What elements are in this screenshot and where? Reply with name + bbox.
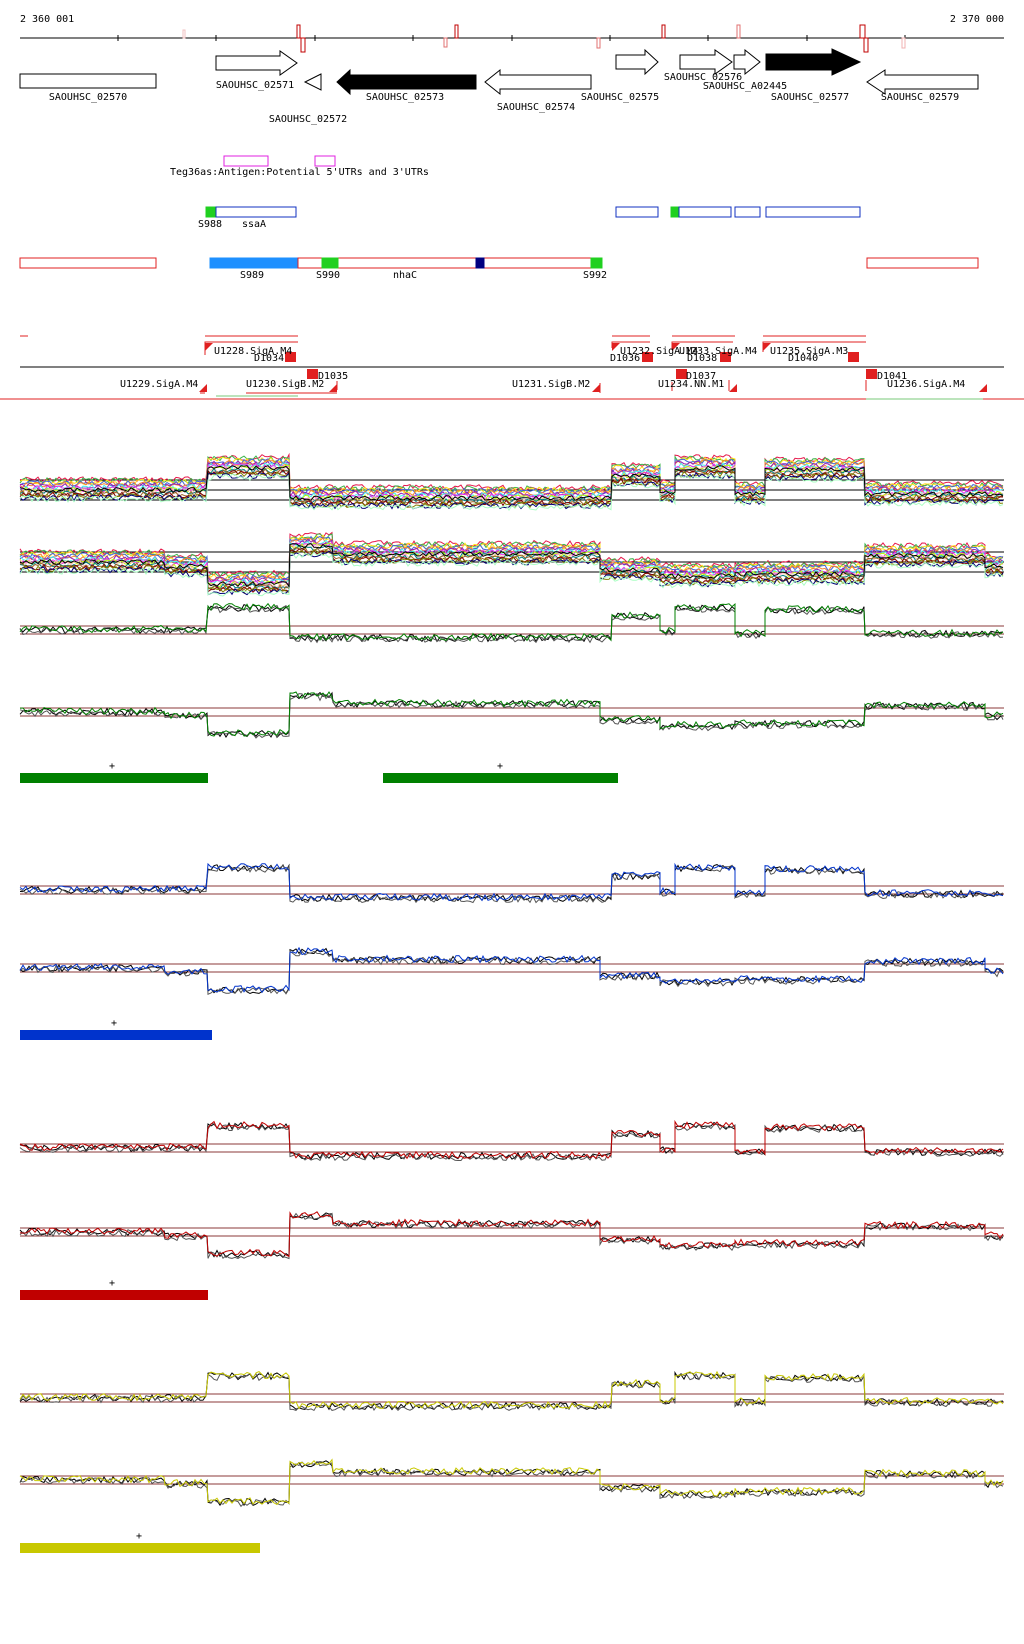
strand-marker: + [109, 761, 115, 772]
profile-panel-blue: + [19, 862, 1004, 1040]
transcript-unit-track: U1228.SigA.M4 D1034 U1229.SigA.M4 U1230.… [0, 335, 1024, 400]
gene-SAOUHSC_02577[interactable]: SAOUHSC_02577 [765, 48, 862, 103]
tu-label: U1228.SigA.M4 [214, 346, 292, 357]
region-bar [20, 1030, 212, 1040]
profile-all-forward [19, 452, 1004, 512]
tu-label: D1035 [318, 371, 348, 382]
tu-label: U1236.SigA.M4 [887, 379, 965, 390]
tu-label: U1235.SigA.M3 [770, 346, 848, 357]
gene-SAOUHSC_02576[interactable]: SAOUHSC_02576 [664, 49, 742, 83]
gene-SAOUHSC_02571[interactable]: SAOUHSC_02571 [215, 50, 298, 91]
region-bar [383, 773, 618, 783]
gene-label: SAOUHSC_02575 [581, 92, 659, 103]
strand-marker: + [136, 1531, 142, 1542]
profile-panel-red: + [19, 1119, 1004, 1300]
tu-label: D1041 [877, 371, 907, 382]
gene-label: SAOUHSC_02570 [49, 92, 127, 103]
gene-label: SAOUHSC_02572 [269, 114, 347, 125]
tu-label: U1232.SigA.M4 [620, 346, 698, 357]
tu-label: D1040 [788, 353, 818, 364]
profile-panel-green: + + [19, 602, 1004, 783]
tu-label: U1233.SigA.M4 [679, 346, 757, 357]
feature-label: ssaA [242, 219, 266, 230]
gene-label: SAOUHSC_02571 [216, 80, 294, 91]
tu-label: U1234.NN.M1 [658, 379, 724, 390]
region-bar [20, 773, 208, 783]
gene-SAOUHSC_02574[interactable]: SAOUHSC_02574 [484, 68, 592, 113]
strand-marker: + [109, 1278, 115, 1289]
tu-label: D1038 [687, 353, 717, 364]
gene-SAOUHSC_02573[interactable]: SAOUHSC_02573 [336, 68, 477, 103]
coordinate-ruler: 2 360 001 2 370 000 [20, 14, 1004, 53]
tu-label: D1037 [686, 371, 716, 382]
region-bar [20, 1543, 260, 1553]
gene-label: SAOUHSC_02574 [497, 102, 575, 113]
expression-profiles: + ++++ [19, 452, 1004, 1553]
annotation-label: Teg36as:Antigen:Potential 5'UTRs and 3'U… [170, 167, 429, 178]
coord-end: 2 370 000 [950, 14, 1004, 25]
annotation-track: Teg36as:Antigen:Potential 5'UTRs and 3'U… [170, 155, 429, 178]
gene-SAOUHSC_02575[interactable]: SAOUHSC_02575 [581, 48, 659, 103]
gene-label: SAOUHSC_02576 [664, 72, 742, 83]
tu-label: D1034 [254, 353, 284, 364]
profile-all-reverse [19, 531, 1004, 597]
gene-SAOUHSC_A02445[interactable]: SAOUHSC_A02445 [703, 48, 787, 92]
gene-label: SAOUHSC_02577 [771, 92, 849, 103]
feature-label: S992 [583, 270, 607, 281]
gene-SAOUHSC_02570[interactable]: SAOUHSC_02570 [19, 73, 157, 103]
feature-track-red: S989 S990 nhaC S992 [19, 257, 979, 281]
gene-label: SAOUHSC_A02445 [703, 81, 787, 92]
strand-marker: + [111, 1018, 117, 1029]
tu-label: U1230.SigB.M2 [246, 379, 324, 390]
gene-SAOUHSC_02572[interactable]: SAOUHSC_02572 [269, 73, 347, 125]
gene-label: SAOUHSC_02573 [366, 92, 444, 103]
gene-track: SAOUHSC_02570 SAOUHSC_02571 SAOUHSC_0257… [19, 48, 979, 125]
tu-label: U1231.SigB.M2 [512, 379, 590, 390]
profile-panel-yellow: + [19, 1370, 1004, 1553]
feature-track-blue: S988 ssaA [198, 206, 861, 230]
feature-label: nhaC [393, 270, 417, 281]
gene-SAOUHSC_02579[interactable]: SAOUHSC_02579 [866, 69, 979, 103]
feature-label: S989 [240, 270, 264, 281]
feature-label: S988 [198, 219, 222, 230]
tu-label: U1229.SigA.M4 [120, 379, 198, 390]
gene-label: SAOUHSC_02579 [881, 92, 959, 103]
coord-start: 2 360 001 [20, 14, 74, 25]
strand-marker: + [497, 761, 503, 772]
tu-label: D1036 [610, 353, 640, 364]
feature-label: S990 [316, 270, 340, 281]
region-bar [20, 1290, 208, 1300]
